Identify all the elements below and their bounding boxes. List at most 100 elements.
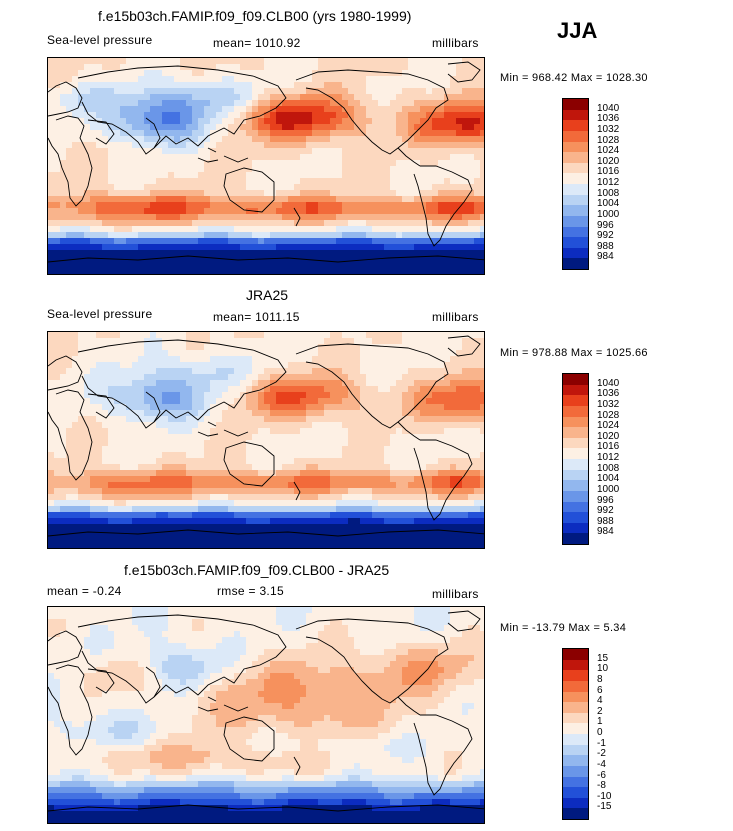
colorbar-swatch: [563, 184, 588, 195]
colorbar-swatch: [563, 755, 588, 766]
colorbar-tick-label: 2: [597, 705, 603, 717]
colorbar-tick-label: 1036: [597, 113, 620, 125]
coastline-path: [48, 389, 93, 481]
colorbar-tick-label: 1016: [597, 166, 620, 178]
colorbar-swatch: [563, 691, 588, 703]
coastline-path: [397, 147, 421, 167]
colorbar-swatch: [563, 680, 588, 692]
colorbar-swatch: [563, 152, 588, 163]
colorbar-swatch: [563, 205, 588, 216]
coastline-path: [197, 147, 249, 163]
panel-3-units-label: millibars: [432, 587, 479, 601]
colorbar-swatch: [563, 712, 588, 724]
colorbar-tick-label: -15: [597, 801, 612, 813]
panel-2-minmax: Min = 978.88 Max = 1025.66: [500, 347, 648, 359]
panel-3-colorbar: [562, 648, 589, 820]
panel-1-title: f.e15b03ch.FAMIP.f09_f09.CLB00 (yrs 1980…: [98, 8, 412, 24]
colorbar-swatch: [563, 130, 588, 142]
coastline-path: [48, 630, 83, 666]
coastline-path: [77, 614, 287, 704]
colorbar-tick-label: 1024: [597, 420, 620, 432]
colorbar-tick-label: 1040: [597, 377, 620, 389]
coastline-path: [223, 716, 275, 762]
colorbar-swatch: [563, 744, 588, 756]
coastline-path: [48, 355, 83, 391]
colorbar-swatch: [563, 437, 588, 449]
colorbar-tick-label: 8: [597, 673, 603, 685]
colorbar-swatch: [563, 258, 588, 269]
colorbar-swatch: [563, 533, 588, 544]
colorbar-swatch: [563, 501, 588, 513]
colorbar-swatch: [563, 427, 588, 438]
colorbar-tick-label: 1040: [597, 102, 620, 114]
colorbar-swatch: [563, 173, 588, 184]
colorbar-tick-label: -6: [597, 769, 606, 781]
coastline-path: [77, 65, 287, 155]
colorbar-swatch: [563, 416, 588, 428]
colorbar-tick-label: 1016: [597, 441, 620, 453]
colorbar-tick-label: -4: [597, 758, 606, 770]
coastline-path: [48, 115, 93, 207]
colorbar-tick-label: 1004: [597, 198, 620, 210]
colorbar-swatch: [563, 670, 588, 681]
coastline-path: [413, 714, 473, 796]
colorbar-tick-label: 1008: [597, 462, 620, 474]
colorbar-tick-label: -10: [597, 790, 612, 802]
coastline-path: [397, 696, 421, 716]
colorbar-swatch: [563, 395, 588, 406]
panel-1-units-label: millibars: [432, 36, 479, 50]
colorbar-tick-label: 4: [597, 695, 603, 707]
coastlines: [48, 610, 484, 812]
panel-2-units-label: millibars: [432, 310, 479, 324]
colorbar-tick-label: 992: [597, 230, 614, 242]
coastline-path: [48, 664, 93, 756]
coastlines: [48, 335, 484, 537]
colorbar-tick-label: 1020: [597, 430, 620, 442]
colorbar-tick-label: 6: [597, 684, 603, 696]
coastline-path: [413, 439, 473, 521]
panel-3-map: [47, 606, 485, 824]
colorbar-tick-label: 15: [597, 652, 609, 664]
colorbar-swatch: [563, 120, 588, 131]
colorbar-swatch: [563, 734, 588, 745]
coastline-path: [48, 804, 484, 812]
colorbar-swatch: [563, 162, 588, 174]
season-label: JJA: [557, 18, 598, 43]
colorbar-tick-label: 1032: [597, 123, 620, 135]
colorbar-swatch: [563, 808, 588, 819]
coastline-path: [48, 255, 484, 263]
colorbar-tick-label: -1: [597, 737, 606, 749]
colorbar-swatch: [563, 702, 588, 713]
colorbar-tick-label: 1032: [597, 398, 620, 410]
colorbar-tick-label: 984: [597, 251, 614, 263]
colorbar-tick-label: 996: [597, 219, 614, 231]
coastline-path: [197, 421, 249, 437]
colorbar-swatch: [563, 512, 588, 523]
colorbar-swatch: [563, 374, 588, 385]
coastline-path: [77, 339, 287, 429]
panel-3-mean-label: mean = -0.24: [47, 584, 122, 598]
colorbar-tick-label: 992: [597, 505, 614, 517]
colorbar-tick-label: 1028: [597, 134, 620, 146]
colorbar-swatch: [563, 797, 588, 809]
colorbar-swatch: [563, 215, 588, 227]
colorbar-swatch: [563, 490, 588, 502]
panel-1-variable-label: Sea-level pressure: [47, 33, 153, 47]
coastline-path: [447, 61, 481, 83]
map-field: [48, 607, 484, 823]
pressure-field-cells: [48, 332, 484, 548]
colorbar-tick-label: 0: [597, 727, 603, 738]
colorbar-tick-label: 1008: [597, 187, 620, 199]
pressure-field-cells: [48, 607, 484, 823]
map-field: [48, 332, 484, 548]
coastline-path: [447, 335, 481, 357]
panel-2-colorbar: [562, 373, 589, 545]
map-field: [48, 58, 484, 274]
coastline-path: [293, 756, 301, 776]
colorbar-tick-label: 1024: [597, 145, 620, 157]
coastline-path: [223, 441, 275, 487]
coastlines: [48, 61, 484, 263]
colorbar-tick-label: 984: [597, 526, 614, 538]
colorbar-tick-label: 1012: [597, 177, 620, 188]
panel-1-map: [47, 57, 485, 275]
